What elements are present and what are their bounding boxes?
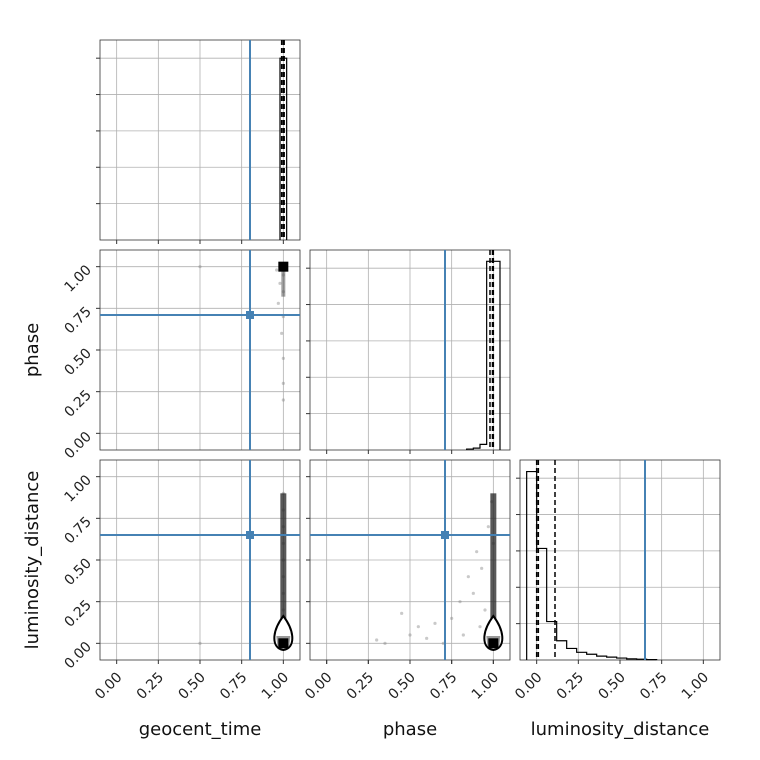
x-tick-label: 1.00 xyxy=(259,670,292,703)
density-streak xyxy=(490,493,497,630)
y-tick-label: 0.25 xyxy=(61,597,94,630)
scatter-panel-geocent_time-phase xyxy=(99,249,301,451)
x-tick-label: 0.50 xyxy=(385,670,418,703)
sample-point xyxy=(478,625,482,629)
hist-bars-luminosity_distance xyxy=(526,470,658,661)
hist-bars-phase xyxy=(466,260,501,450)
sample-point xyxy=(483,608,487,612)
y-tick-label: 0.50 xyxy=(61,346,94,379)
sample-point xyxy=(475,550,479,554)
sample-point xyxy=(275,268,279,272)
truth-point xyxy=(441,531,449,539)
y-tick-label: 0.75 xyxy=(61,304,94,337)
ylabel-phase: phase xyxy=(22,323,43,377)
sample-point xyxy=(198,641,202,645)
x-tick-label: 1.00 xyxy=(679,670,712,703)
y-tick-label: 0.50 xyxy=(61,556,94,589)
sample-point xyxy=(198,265,202,269)
sample-point xyxy=(281,398,285,402)
hist-panel-phase xyxy=(306,249,511,451)
x-tick-label: 0.50 xyxy=(595,670,628,703)
x-tick-label: 0.25 xyxy=(134,670,167,703)
y-tick-label: 1.00 xyxy=(61,472,94,505)
y-tick-label: 0.25 xyxy=(61,387,94,420)
peak-marker xyxy=(488,638,499,649)
scatter-panel-phase-luminosity_distance xyxy=(309,459,511,661)
peak-marker xyxy=(278,261,289,272)
x-tick-label: 0.75 xyxy=(427,670,460,703)
xlabel-geocent-time: geocent_time xyxy=(139,719,262,740)
x-tick-label: 0.00 xyxy=(92,670,125,703)
sample-point xyxy=(416,625,420,629)
y-tick-label: 0.75 xyxy=(61,514,94,547)
peak-marker xyxy=(278,638,289,649)
y-tick-label: 1.00 xyxy=(61,262,94,295)
x-tick-label: 0.00 xyxy=(302,670,335,703)
sample-point xyxy=(281,381,285,385)
sample-point xyxy=(486,525,490,529)
x-tick-label: 0.00 xyxy=(512,670,545,703)
hist-panel-geocent_time xyxy=(96,39,301,241)
sample-point xyxy=(408,633,412,637)
sample-point xyxy=(375,638,379,642)
x-tick-label: 0.75 xyxy=(217,670,250,703)
x-tick-label: 0.25 xyxy=(554,670,587,703)
sample-point xyxy=(280,331,284,335)
truth-point xyxy=(246,311,254,319)
ylabel-luminosity-distance: luminosity_distance xyxy=(22,471,43,650)
x-tick-label: 0.25 xyxy=(344,670,377,703)
sample-point xyxy=(450,616,454,620)
sample-point xyxy=(400,611,404,615)
y-tick-label: 0.00 xyxy=(61,639,94,672)
truth-point xyxy=(246,531,254,539)
y-tick-label: 0.00 xyxy=(61,429,94,462)
sample-point xyxy=(433,621,437,625)
density-streak xyxy=(281,266,286,297)
x-tick-label: 0.75 xyxy=(637,670,670,703)
xlabel-luminosity-distance: luminosity_distance xyxy=(531,719,710,740)
x-tick-label: 0.50 xyxy=(175,670,208,703)
sample-point xyxy=(425,636,429,640)
hist-panel-luminosity_distance xyxy=(516,459,721,661)
sample-point xyxy=(480,566,484,570)
sample-point xyxy=(466,575,470,579)
sample-point xyxy=(471,591,475,595)
xlabel-phase: phase xyxy=(383,719,437,740)
sample-point xyxy=(383,641,387,645)
sample-point xyxy=(458,600,462,604)
sample-point xyxy=(461,633,465,637)
scatter-panel-geocent_time-luminosity_distance xyxy=(99,459,301,661)
sample-point xyxy=(276,301,280,305)
x-tick-label: 1.00 xyxy=(469,670,502,703)
sample-point xyxy=(278,281,282,285)
density-streak xyxy=(280,493,287,630)
sample-point xyxy=(281,356,285,360)
